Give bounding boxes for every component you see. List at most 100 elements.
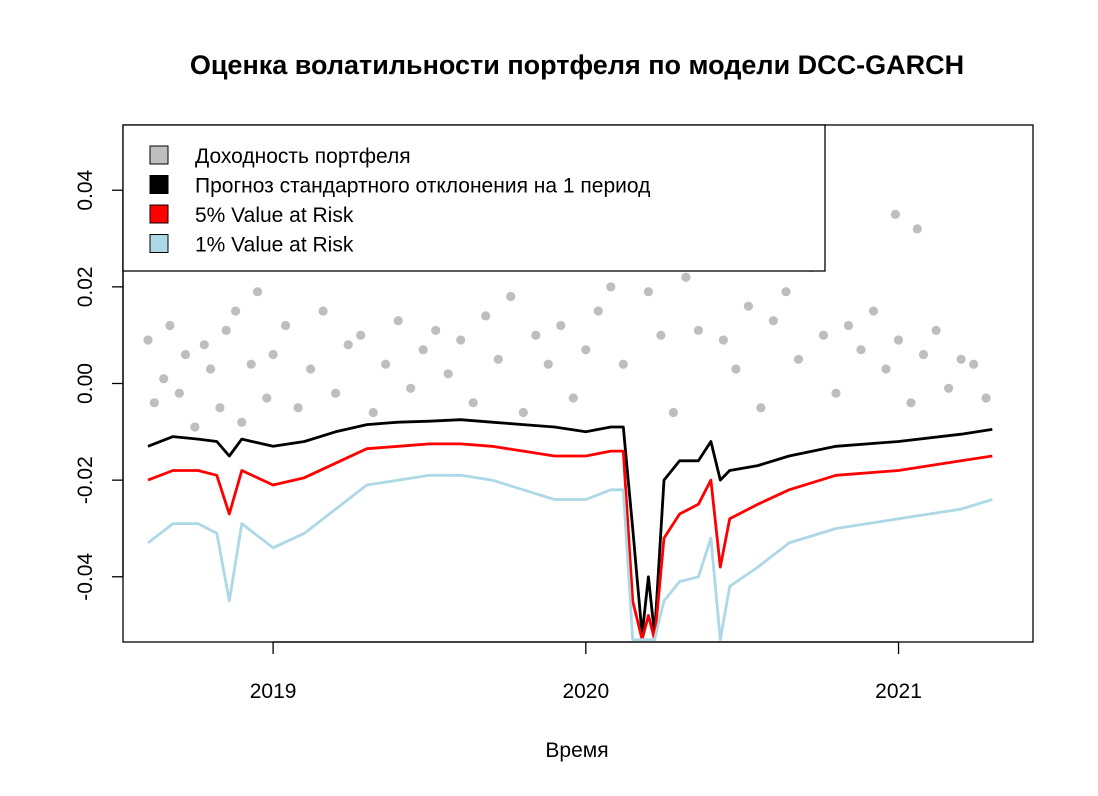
- return-point: [368, 407, 378, 418]
- return-point: [293, 403, 303, 413]
- return-point: [681, 272, 691, 282]
- return-point: [768, 316, 779, 326]
- return-point: [190, 422, 200, 432]
- return-point: [381, 359, 391, 369]
- sd-forecast-line: [147, 418, 993, 637]
- return-point: [893, 335, 904, 345]
- x-tick-label: 2019: [250, 680, 297, 703]
- return-point: [149, 398, 159, 408]
- return-point: [221, 325, 231, 335]
- return-point: [518, 407, 528, 418]
- return-point: [406, 383, 416, 393]
- legend-label: Доходность портфеля: [195, 145, 411, 168]
- var-5-line: [147, 442, 993, 641]
- chart-title: Оценка волатильности портфеля по модели …: [190, 50, 964, 80]
- return-point: [306, 364, 316, 374]
- return-point: [431, 325, 441, 335]
- return-point: [593, 306, 603, 316]
- return-point: [318, 306, 328, 316]
- return-point: [493, 354, 503, 364]
- return-point: [443, 369, 453, 379]
- return-point: [756, 403, 766, 413]
- return-point: [356, 330, 366, 340]
- return-point: [781, 287, 791, 297]
- return-point: [556, 320, 566, 331]
- legend-swatch: [149, 204, 169, 224]
- y-tick-label: 0.04: [74, 169, 97, 210]
- return-point: [931, 325, 941, 335]
- return-point: [231, 306, 241, 316]
- return-points: [143, 209, 991, 432]
- return-point: [215, 403, 225, 413]
- return-point: [843, 320, 854, 331]
- x-tick-label: 2020: [562, 680, 609, 703]
- return-point: [918, 349, 929, 360]
- return-point: [543, 359, 553, 369]
- legend-swatch: [149, 145, 169, 165]
- y-tick-label: 0.02: [74, 266, 97, 307]
- y-tick-label: -0.04: [74, 553, 97, 601]
- return-point: [331, 388, 341, 398]
- return-point: [969, 359, 979, 369]
- return-point: [199, 340, 209, 350]
- return-point: [643, 287, 654, 297]
- y-axis: 0.04 0.02 0.00 -0.02 -0.04: [74, 169, 124, 601]
- return-point: [906, 398, 916, 408]
- var-1-line: [147, 473, 993, 641]
- return-point: [668, 407, 679, 418]
- return-point: [890, 209, 901, 219]
- legend-swatch: [149, 175, 169, 194]
- y-tick-label: 0.00: [74, 363, 97, 404]
- return-point: [693, 325, 704, 335]
- return-point: [237, 417, 247, 427]
- return-point: [831, 388, 841, 398]
- return-point: [881, 364, 891, 374]
- return-point: [246, 359, 256, 369]
- return-point: [281, 320, 291, 331]
- return-point: [956, 354, 966, 364]
- legend: Доходность портфеля Прогноз стандартного …: [122, 124, 826, 272]
- return-point: [618, 359, 628, 369]
- return-point: [343, 340, 353, 350]
- legend-swatch: [149, 234, 169, 253]
- return-point: [912, 224, 922, 234]
- return-point: [656, 330, 666, 340]
- return-point: [418, 345, 428, 355]
- return-point: [262, 393, 272, 403]
- return-point: [606, 282, 616, 292]
- return-point: [818, 330, 829, 340]
- return-point: [456, 335, 466, 345]
- return-point: [718, 335, 729, 345]
- return-point: [206, 364, 216, 374]
- return-point: [531, 330, 541, 340]
- return-point: [506, 291, 516, 302]
- y-tick-label: -0.02: [74, 456, 97, 504]
- legend-label: Прогноз стандартного отклонения на 1 пер…: [195, 175, 650, 198]
- return-point: [793, 354, 804, 364]
- return-point: [568, 393, 578, 403]
- legend-box: [122, 124, 826, 272]
- return-point: [165, 320, 175, 331]
- return-point: [743, 301, 754, 311]
- return-point: [252, 287, 263, 297]
- return-point: [868, 306, 879, 316]
- return-point: [581, 345, 591, 355]
- x-tick-label: 2021: [875, 680, 922, 703]
- legend-label: 1% Value at Risk: [195, 234, 354, 257]
- return-point: [174, 388, 184, 398]
- return-point: [393, 316, 403, 326]
- legend-label: 5% Value at Risk: [195, 204, 354, 227]
- return-point: [268, 349, 278, 360]
- x-axis: 2019 2020 2021: [250, 641, 922, 703]
- return-point: [468, 398, 478, 408]
- return-point: [856, 345, 866, 355]
- return-point: [731, 364, 741, 374]
- return-point: [143, 335, 153, 345]
- return-point: [481, 311, 491, 321]
- x-axis-label: Время: [545, 739, 608, 762]
- return-point: [944, 383, 954, 393]
- return-point: [159, 374, 169, 384]
- series-layer: [143, 209, 993, 641]
- return-point: [981, 393, 991, 403]
